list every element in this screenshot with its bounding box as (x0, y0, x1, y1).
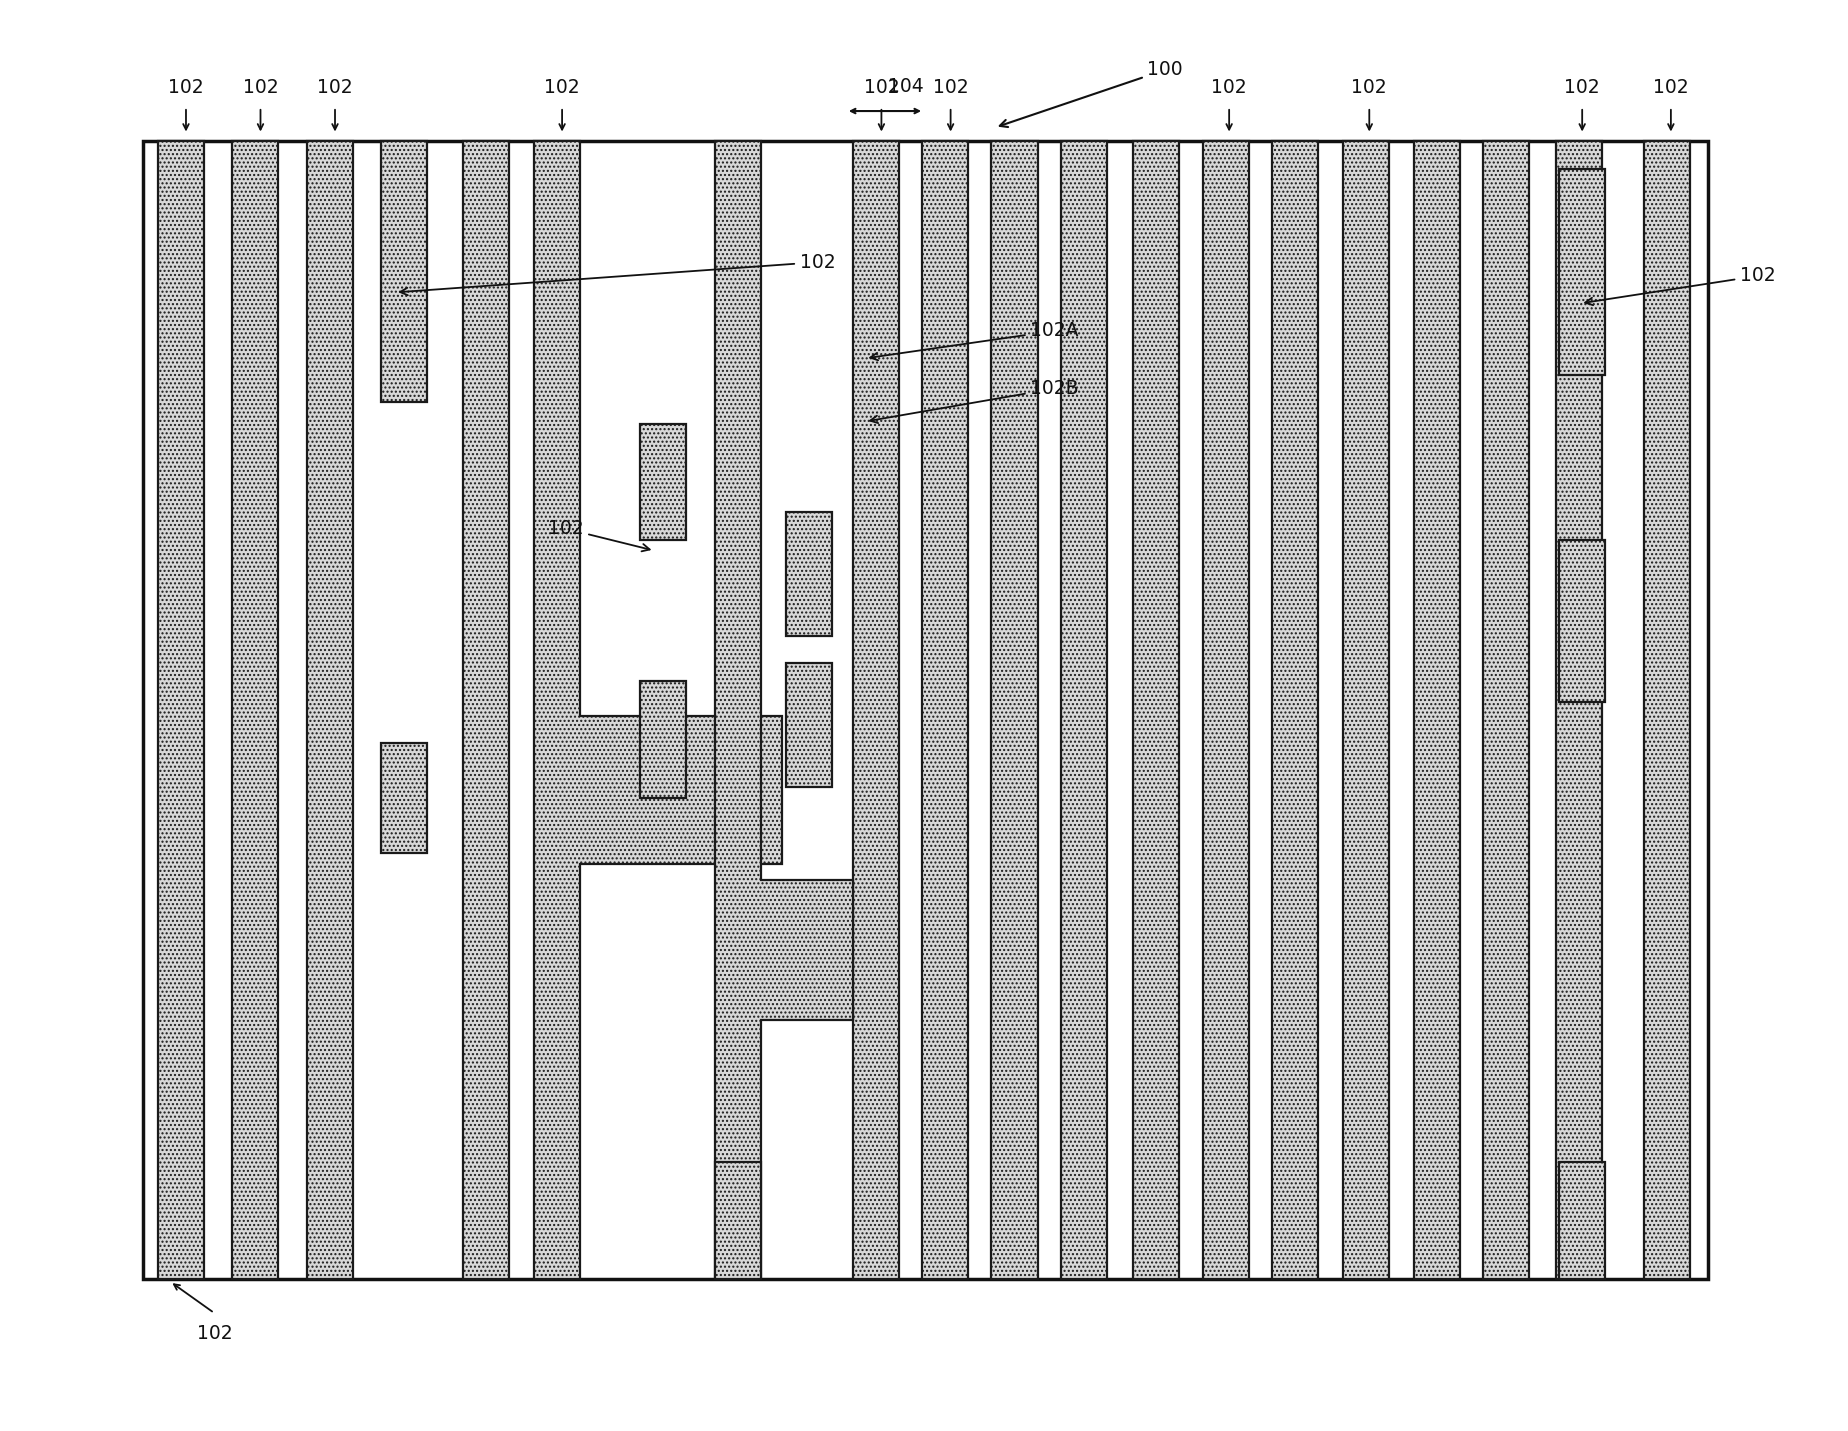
Bar (157, 142, 203, 1279)
Bar (1133, 142, 1179, 1279)
Polygon shape (715, 142, 854, 1279)
Bar (307, 142, 353, 1279)
Bar (1560, 169, 1606, 375)
Text: 102: 102 (196, 1324, 233, 1344)
Bar (1560, 539, 1606, 701)
Bar (462, 142, 508, 1279)
Text: 104: 104 (889, 77, 924, 96)
Bar (1414, 142, 1460, 1279)
Bar (1556, 142, 1602, 1279)
Bar (144, 142, 1708, 1279)
Polygon shape (534, 142, 782, 1279)
Bar (991, 142, 1037, 1279)
Text: 102: 102 (242, 79, 279, 97)
Text: 102: 102 (545, 79, 580, 97)
Text: 100: 100 (1000, 60, 1183, 127)
Text: 102: 102 (863, 79, 900, 97)
Text: 102B: 102B (870, 379, 1079, 424)
Bar (1560, 1162, 1606, 1279)
Text: 102: 102 (1586, 266, 1776, 305)
Bar (1343, 142, 1390, 1279)
Bar (639, 424, 686, 539)
Text: 102: 102 (1351, 79, 1388, 97)
Bar (785, 512, 832, 635)
Bar (1061, 142, 1107, 1279)
Bar (785, 664, 832, 787)
Bar (1482, 142, 1528, 1279)
Text: 102: 102 (168, 79, 203, 97)
Text: 102: 102 (401, 253, 835, 295)
Bar (922, 142, 968, 1279)
Bar (381, 142, 427, 402)
Bar (233, 142, 279, 1279)
Bar (1203, 142, 1249, 1279)
Bar (715, 1162, 761, 1279)
Text: 102: 102 (1210, 79, 1247, 97)
Text: 102: 102 (318, 79, 353, 97)
Text: 102: 102 (933, 79, 968, 97)
Bar (1645, 142, 1691, 1279)
Bar (381, 743, 427, 853)
Text: 102: 102 (1565, 79, 1600, 97)
Bar (854, 142, 900, 1279)
Bar (1271, 142, 1318, 1279)
Text: 102: 102 (547, 519, 650, 551)
Text: 102A: 102A (870, 322, 1079, 361)
Text: 102: 102 (1654, 79, 1689, 97)
Bar (639, 681, 686, 798)
